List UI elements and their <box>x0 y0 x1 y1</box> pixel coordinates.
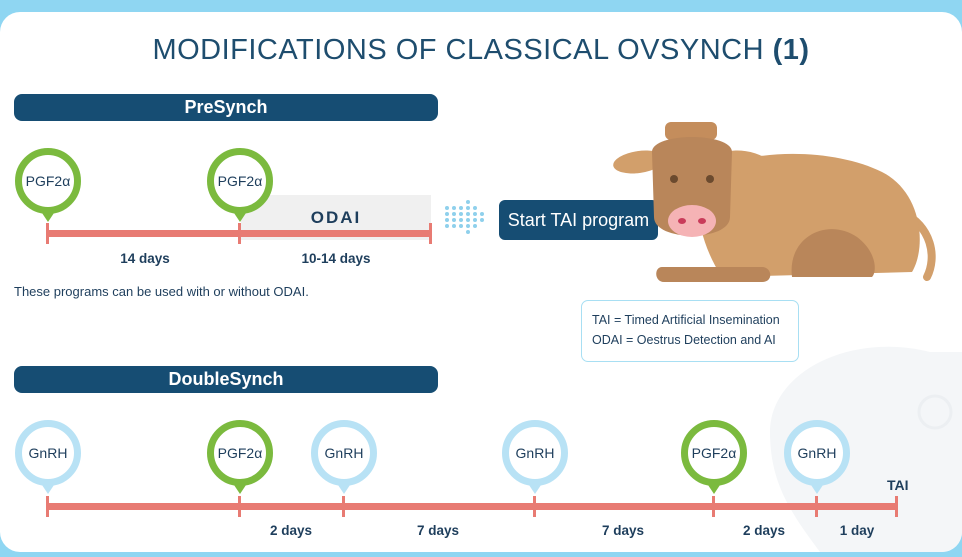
doublesynch-timeline <box>47 503 897 510</box>
pin-label: GnRH <box>797 445 837 461</box>
cow-illustration <box>613 122 936 282</box>
doublesynch-tick <box>712 496 715 517</box>
pin-label: GnRH <box>28 445 68 461</box>
doublesynch-tick <box>533 496 536 517</box>
presynch-pin-pgf2a-1: PGF2α <box>15 148 81 222</box>
presynch-note: These programs can be used with or witho… <box>14 284 309 299</box>
presynch-tick <box>429 223 432 244</box>
page-title: MODIFICATIONS OF CLASSICAL OVSYNCH (1) <box>0 34 962 67</box>
doublesynch-days-label: 7 days <box>416 523 460 538</box>
pin-label: PGF2α <box>25 173 71 189</box>
start-tai-program-label: Start TAI program <box>499 200 658 240</box>
pin-label: PGF2α <box>217 173 263 189</box>
page-title-text: MODIFICATIONS OF CLASSICAL OVSYNCH <box>152 34 765 66</box>
doublesynch-pin-pgf2a-1: PGF2α <box>207 420 273 494</box>
cow-watermark <box>770 346 962 552</box>
presynch-days-label: 10-14 days <box>301 251 371 266</box>
doublesynch-days-label: 2 days <box>269 523 313 538</box>
presynch-pin-pgf2a-2: PGF2α <box>207 148 273 222</box>
doublesynch-days-label: 7 days <box>601 523 645 538</box>
doublesynch-tick <box>895 496 898 517</box>
presynch-tick <box>46 223 49 244</box>
doublesynch-days-label: 2 days <box>742 523 786 538</box>
legend-odai: ODAI = Oestrus Detection and AI <box>592 333 776 347</box>
doublesynch-tick <box>342 496 345 517</box>
dotted-arrow-icon <box>445 200 484 234</box>
pin-label: GnRH <box>515 445 555 461</box>
presynch-banner: PreSynch <box>14 94 438 121</box>
pin-label: PGF2α <box>691 445 737 461</box>
pin-label: GnRH <box>324 445 364 461</box>
doublesynch-tick <box>238 496 241 517</box>
doublesynch-days-label: 1 day <box>839 523 875 538</box>
doublesynch-tick <box>815 496 818 517</box>
doublesynch-pin-gnrh-4: GnRH <box>784 420 850 494</box>
pin-label: PGF2α <box>217 445 263 461</box>
doublesynch-pin-pgf2a-2: PGF2α <box>681 420 747 494</box>
presynch-days-label: 14 days <box>120 251 170 266</box>
doublesynch-pin-gnrh-1: GnRH <box>15 420 81 494</box>
legend-tai: TAI = Timed Artificial Insemination <box>592 313 780 327</box>
doublesynch-tick <box>46 496 49 517</box>
abbreviation-legend: TAI = Timed Artificial Insemination ODAI… <box>581 300 799 362</box>
doublesynch-banner: DoubleSynch <box>14 366 438 393</box>
tai-end-label: TAI <box>887 477 909 493</box>
page-title-number: (1) <box>772 34 810 66</box>
infographic-card: MODIFICATIONS OF CLASSICAL OVSYNCH (1) P… <box>0 12 962 552</box>
doublesynch-pin-gnrh-3: GnRH <box>502 420 568 494</box>
presynch-tick <box>238 223 241 244</box>
doublesynch-pin-gnrh-2: GnRH <box>311 420 377 494</box>
